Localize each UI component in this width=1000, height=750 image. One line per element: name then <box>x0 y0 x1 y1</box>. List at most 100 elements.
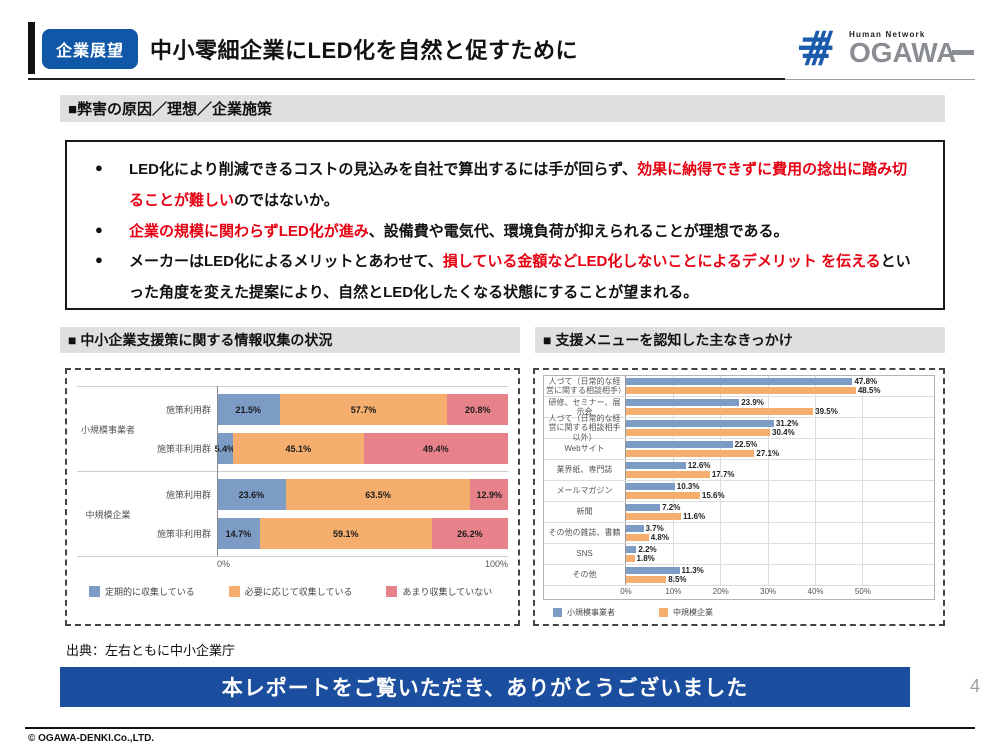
bar <box>626 513 681 520</box>
legend-label: 中規模企業 <box>673 608 713 617</box>
stacked-bar-segment: 12.9% <box>470 479 508 510</box>
left-chart-row: 施策利用群 23.6% 63.5% 12.9% <box>139 475 508 514</box>
stacked-bar: 5.4% 45.1% 49.4% <box>215 433 508 464</box>
data-label: 23.9% <box>741 398 764 407</box>
bar <box>626 471 710 478</box>
logo-brand-arm <box>952 49 975 55</box>
bar <box>626 387 856 394</box>
stacked-bar: 21.5% 57.7% 20.8% <box>217 394 508 425</box>
right-chart-row: 業界紙、専門誌 12.6% 17.7% <box>544 460 934 481</box>
bar-group: 22.5% 27.1% <box>626 439 934 459</box>
legend-item: 定期的に収集している <box>89 585 195 598</box>
legend-item: あまり収集していない <box>386 585 492 598</box>
right-chart-row: Webサイト 22.5% 27.1% <box>544 439 934 460</box>
bar-group: 2.2% 1.8% <box>626 544 934 564</box>
right-chart-row: 研修、セミナー、展示会 23.9% 39.5% <box>544 397 934 418</box>
bar <box>626 567 680 574</box>
closing-banner: 本レポートをご覧いただき、ありがとうございました <box>60 667 910 707</box>
category-label: その他 <box>544 565 626 585</box>
data-label: 11.6% <box>682 512 706 521</box>
highlight-text: 損している金額などLED化しないことによるデメリット を伝える <box>442 253 881 271</box>
section-header-right-chart: ■ 支援メニューを認知した主なきっかけ <box>535 327 945 353</box>
data-label: 59.1% <box>332 528 359 539</box>
legend-label: あまり収集していない <box>402 587 493 597</box>
legend-item: 中規模企業 <box>659 607 713 618</box>
row-label: 施策利用群 <box>165 405 211 415</box>
body-text: LED化により削減できるコストの見込みを自社で算出するには手が回らず、 <box>129 161 638 178</box>
bar-group: 31.2% 30.4% <box>626 418 934 438</box>
right-chart-legend: 小規模事業者 中規模企業 <box>543 607 935 618</box>
bullet-marker: ● <box>95 252 103 268</box>
bar <box>626 378 853 385</box>
right-chart-row: SNS 2.2% 1.8% <box>544 544 934 565</box>
bar-group: 11.3% 8.5% <box>626 565 934 585</box>
stacked-bar: 23.6% 63.5% 12.9% <box>217 479 508 510</box>
bar <box>626 555 635 562</box>
data-label: 31.2% <box>775 419 799 428</box>
data-label: 3.7% <box>645 524 664 533</box>
legend-swatch <box>386 586 398 597</box>
bullet-item: ● LED化により削減できるコストの見込みを自社で算出するには手が回らず、効果に納… <box>95 155 917 217</box>
data-label: 26.2% <box>457 528 483 539</box>
stacked-bar-segment: 57.7% <box>279 394 448 425</box>
left-chart-panel: 小規模事業者 施策利用群 21.5% 57.7% 20.8% 施策非利用群 5.4% 45.1… <box>65 368 520 626</box>
category-label: 人づて（日常的な経営に関する相談相手以外） <box>544 414 626 442</box>
legend-swatch <box>228 586 240 597</box>
data-label: 4.8% <box>650 533 669 542</box>
ogawa-logo-icon <box>798 30 834 66</box>
data-label: 45.1% <box>285 443 312 454</box>
footer-divider <box>25 727 975 729</box>
bar <box>626 399 740 406</box>
category-badge: 企業展望 <box>42 29 139 69</box>
header-accent-bar <box>28 22 35 74</box>
data-label: 57.7% <box>350 404 377 415</box>
company-logo: Human Network OGAWA <box>798 24 978 72</box>
bar-group: 47.8% 48.5% <box>626 376 934 396</box>
stacked-bar-segment: 63.5% <box>285 479 471 510</box>
stacked-bar-segment: 45.1% <box>232 433 364 464</box>
legend-swatch <box>89 586 100 597</box>
bar <box>626 429 771 436</box>
data-label: 27.1% <box>756 449 780 458</box>
left-chart-row: 施策非利用群 5.4% 45.1% 49.4% <box>139 429 508 468</box>
right-chart-row: 人づて（日常的な経営に関する相談相手） 47.8% 48.5% <box>544 376 934 397</box>
bullet-item: ● 企業の規模に関わらずLED化が進み、設備費や電気代、環境負荷が抑えられることが… <box>95 217 917 248</box>
data-label: 2.2% <box>638 545 657 554</box>
bullet-item: ● メーカーはLED化によるメリットとあわせて、損している金額などLED化しないこ… <box>95 247 917 309</box>
bullet-marker: ● <box>95 221 103 237</box>
source-note: 出典：左右ともに中小企業庁 <box>66 643 236 658</box>
logo-text: Human Network OGAWA <box>849 30 975 67</box>
stacked-bar-segment: 21.5% <box>217 394 280 425</box>
right-chart-row: その他 11.3% 8.5% <box>544 565 934 586</box>
bar-group: 10.3% 15.6% <box>626 481 934 501</box>
bar <box>626 534 649 541</box>
row-label: 施策非利用群 <box>156 529 211 539</box>
bullet-list: ● LED化により削減できるコストの見込みを自社で算出するには手が回らず、効果に納… <box>95 155 917 309</box>
bullet-text: 企業の規模に関わらずLED化が進み、設備費や電気代、環境負荷が抑えられることが理… <box>129 217 917 248</box>
bar <box>626 462 686 469</box>
bar-group: 23.9% 39.5% <box>626 397 934 417</box>
axis-tick: 40% <box>807 587 824 596</box>
bar <box>626 504 661 511</box>
category-label: 新聞 <box>544 502 626 522</box>
data-label: 12.9% <box>476 489 502 500</box>
bar <box>626 576 667 583</box>
data-label: 11.3% <box>681 566 704 575</box>
legend-swatch <box>659 608 668 617</box>
logo-divider <box>785 79 975 80</box>
data-label: 23.6% <box>238 489 265 500</box>
bar <box>626 492 700 499</box>
bar <box>626 420 774 427</box>
data-label: 30.4% <box>772 428 795 437</box>
data-label: 48.5% <box>857 386 881 395</box>
data-label: 20.8% <box>464 404 491 415</box>
stacked-bar-segment: 49.4% <box>363 433 508 464</box>
section-header-issues: ■弊害の原因／理想／企業施策 <box>60 95 945 122</box>
data-label: 7.2% <box>662 503 681 512</box>
body-text: といった角度を変えた提案により、自然とLED化したくなる状態にすることが望まれる… <box>129 253 911 301</box>
right-chart-row: 新聞 7.2% 11.6% <box>544 502 934 523</box>
right-chart-plot: 人づて（日常的な経営に関する相談相手） 47.8% 48.5% 研修、セミナー、展示会… <box>543 375 935 600</box>
copyright: © OGAWA-DENKI.Co.,LTD. <box>28 733 155 744</box>
right-chart-row: その他の雑誌、書籍 3.7% 4.8% <box>544 523 934 544</box>
legend-label: 定期的に収集している <box>105 587 195 597</box>
